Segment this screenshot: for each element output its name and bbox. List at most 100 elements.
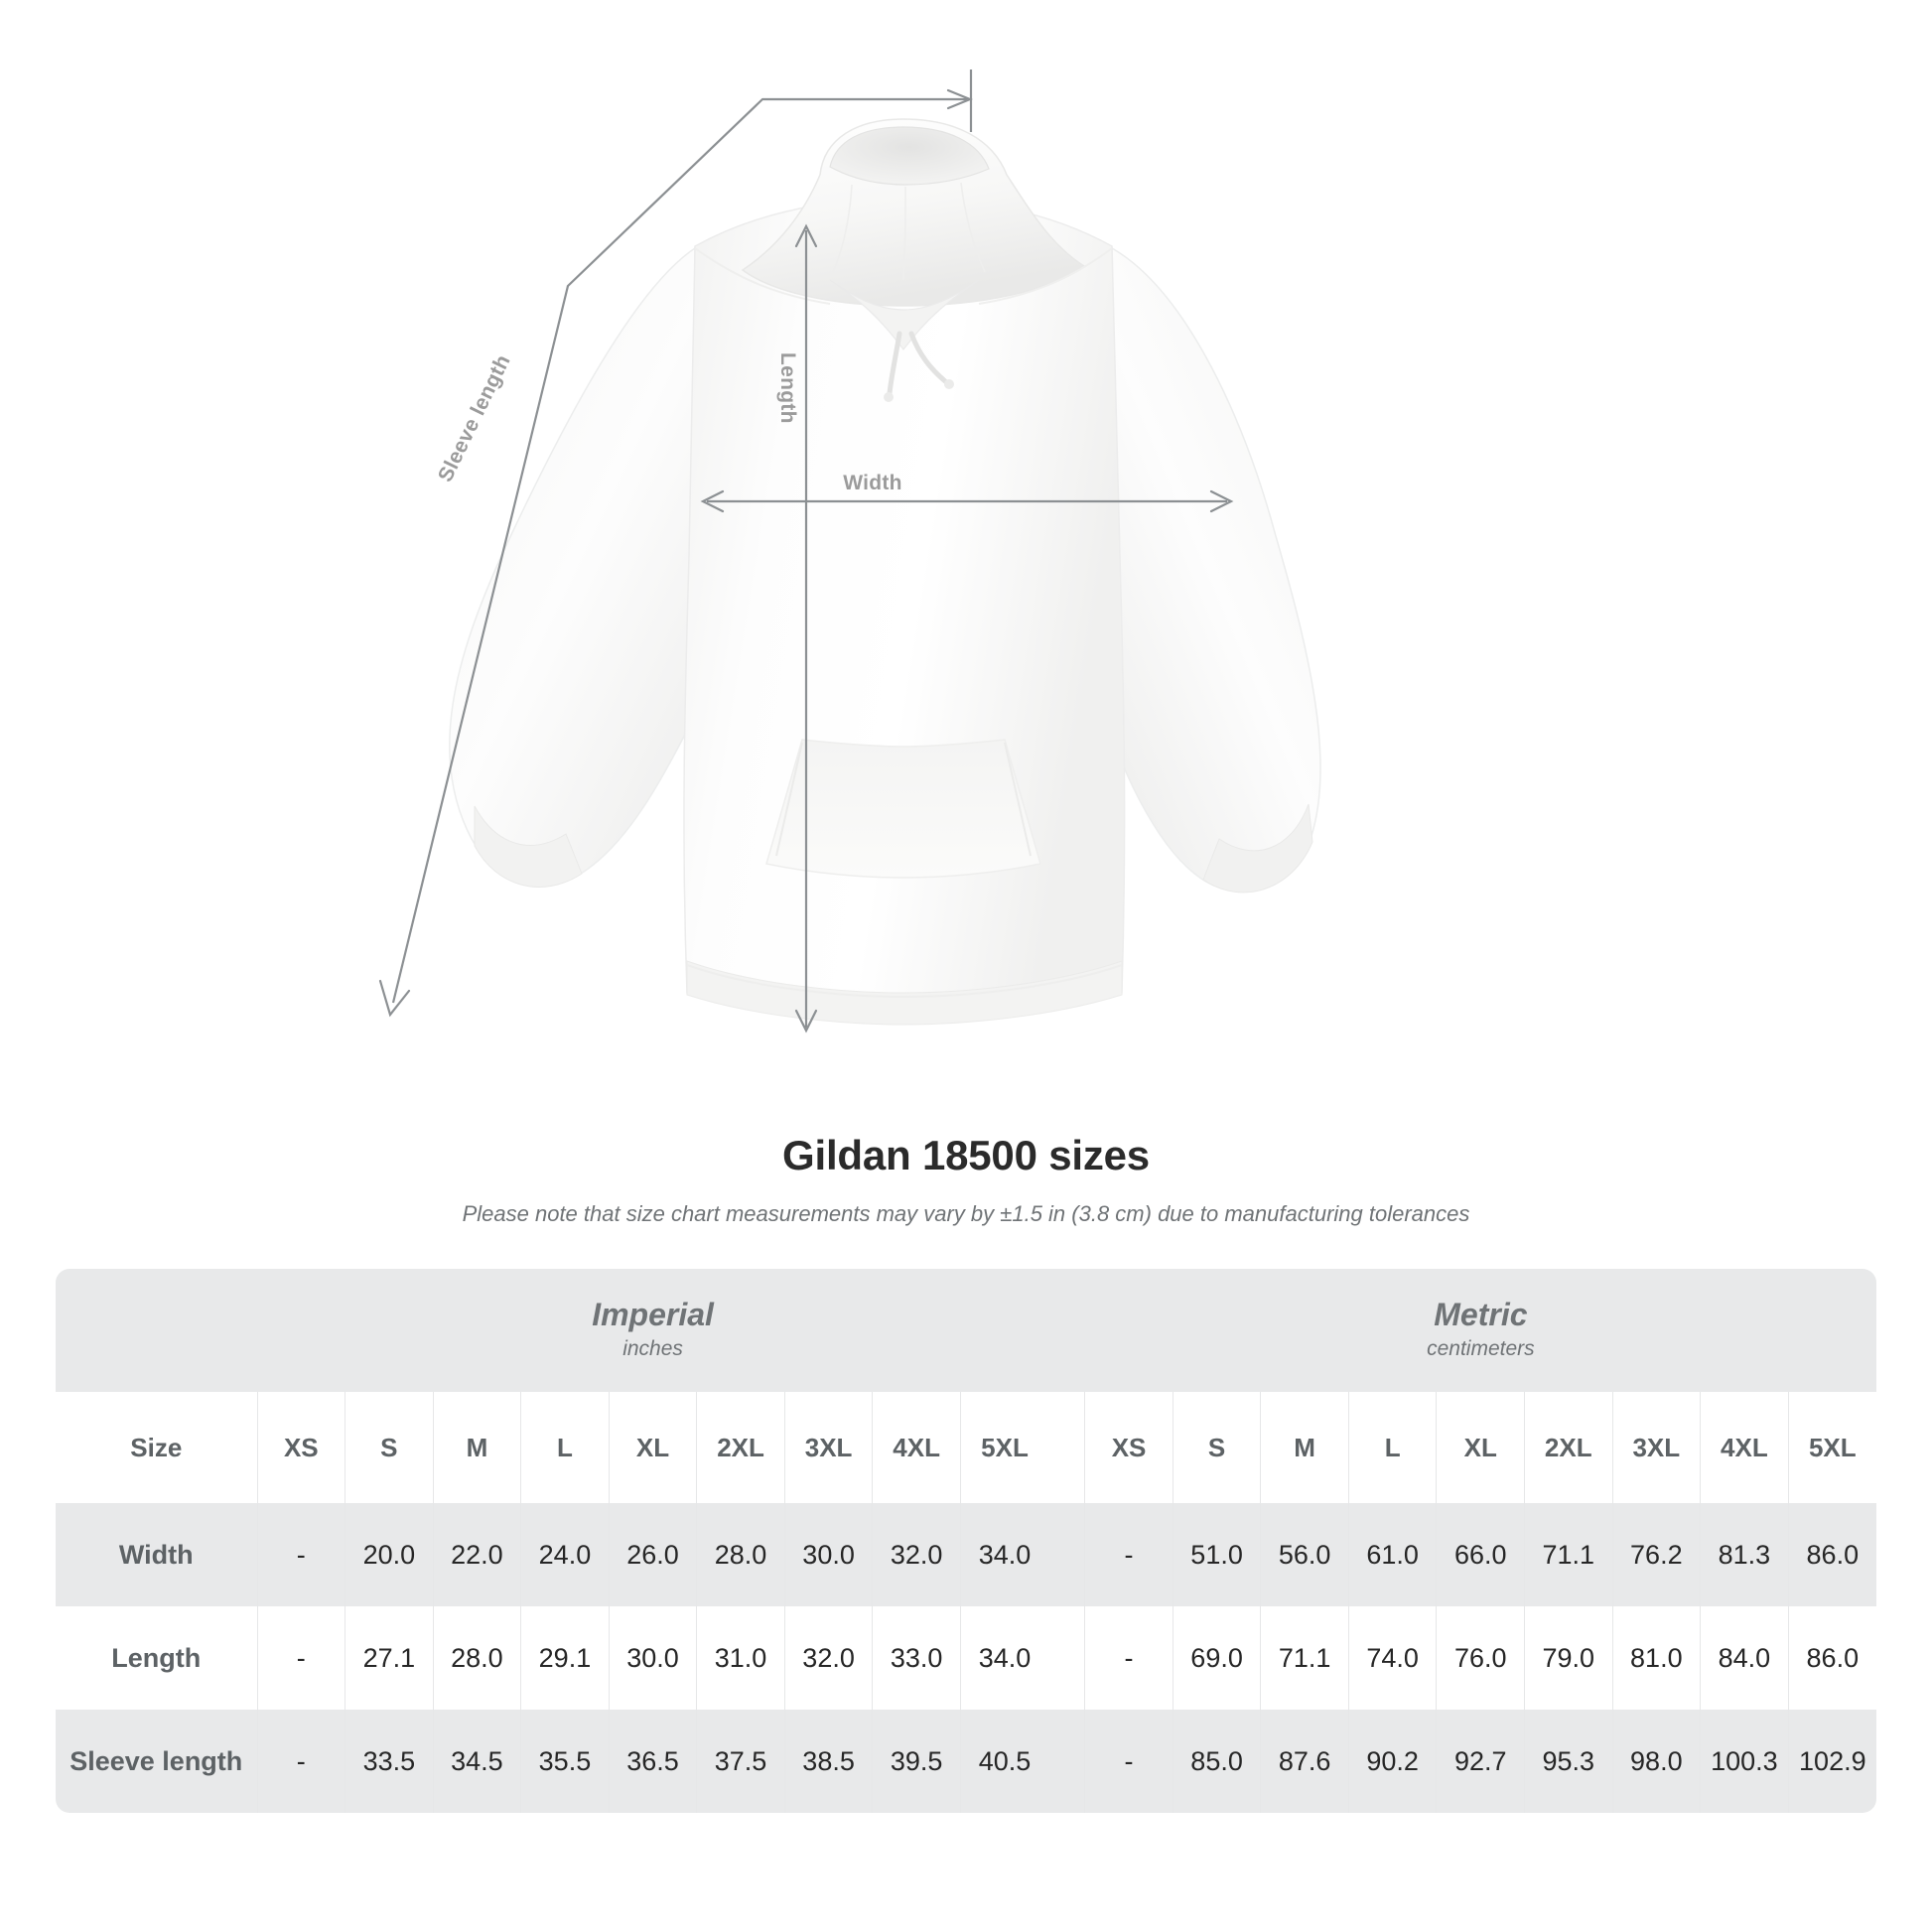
cell-width-metric-3xl: 76.2: [1611, 1503, 1701, 1606]
size-header-imperial-5xl: 5XL: [959, 1392, 1049, 1503]
cell-sleeve-length-imperial-4xl: 39.5: [872, 1710, 961, 1813]
cell-length-imperial-l: 29.1: [520, 1606, 610, 1710]
size-header-imperial-2xl: 2XL: [696, 1392, 785, 1503]
length-dimension-label: Length: [776, 352, 799, 424]
unit-metric-name: Metric: [1434, 1296, 1528, 1332]
unit-metric: Metric centimeters: [1084, 1269, 1876, 1392]
size-header-imperial-l: L: [520, 1392, 610, 1503]
size-header-metric-xs: XS: [1084, 1392, 1173, 1503]
cell-length-metric-l: 74.0: [1347, 1606, 1437, 1710]
unit-imperial-sub: inches: [622, 1336, 683, 1360]
cell-length-imperial-xl: 30.0: [608, 1606, 697, 1710]
cell-length-metric-4xl: 84.0: [1700, 1606, 1789, 1710]
size-header-imperial-4xl: 4XL: [872, 1392, 961, 1503]
cell-width-metric-s: 51.0: [1172, 1503, 1261, 1606]
size-header-imperial-xs: XS: [256, 1392, 345, 1503]
cell-length-metric-xl: 76.0: [1436, 1606, 1525, 1710]
unit-imperial-name: Imperial: [592, 1296, 714, 1332]
cell-width-metric-5xl: 86.0: [1787, 1503, 1876, 1606]
table-row: Sleeve length -33.5 34.5 35.5 36.5 37.5 38.5 39…: [56, 1710, 1876, 1813]
cell-sleeve-length-metric-s: 85.0: [1172, 1710, 1261, 1813]
size-header-metric-3xl: 3XL: [1611, 1392, 1701, 1503]
size-header-metric-2xl: 2XL: [1524, 1392, 1613, 1503]
cell-length-imperial-3xl: 32.0: [783, 1606, 873, 1710]
cell-width-imperial-s: 20.0: [345, 1503, 434, 1606]
page-title: Gildan 18500 sizes: [782, 1132, 1150, 1178]
cell-length-metric-s: 69.0: [1172, 1606, 1261, 1710]
hoodie-illustration: [449, 118, 1321, 1026]
row-header-sleeve-length: Sleeve length: [56, 1710, 258, 1813]
row-gap: [1048, 1606, 1085, 1710]
size-header-metric-5xl: 5XL: [1787, 1392, 1876, 1503]
cell-width-metric-l: 61.0: [1347, 1503, 1437, 1606]
cell-length-imperial-2xl: 31.0: [696, 1606, 785, 1710]
cell-sleeve-length-metric-3xl: 98.0: [1611, 1710, 1701, 1813]
cell-width-imperial-3xl: 30.0: [783, 1503, 873, 1606]
title-block: Gildan 18500 sizes Please note that size…: [0, 1122, 1932, 1227]
cell-sleeve-length-metric-m: 87.6: [1260, 1710, 1349, 1813]
row-header-length: Length: [56, 1606, 258, 1710]
cell-width-imperial-m: 22.0: [432, 1503, 521, 1606]
row-gap: [1048, 1503, 1085, 1606]
cell-sleeve-length-metric-l: 90.2: [1347, 1710, 1437, 1813]
size-header-metric-m: M: [1260, 1392, 1349, 1503]
cell-length-imperial-s: 27.1: [345, 1606, 434, 1710]
size-header-imperial-m: M: [432, 1392, 521, 1503]
unit-metric-sub: centimeters: [1427, 1336, 1535, 1360]
cell-sleeve-length-metric-xl: 92.7: [1436, 1710, 1525, 1813]
size-header-imperial-xl: XL: [608, 1392, 697, 1503]
size-chart-table-wrapper: Imperial inches Metric centimeters Size …: [56, 1269, 1876, 1813]
cell-width-metric-4xl: 81.3: [1700, 1503, 1789, 1606]
cell-width-imperial-xs: -: [256, 1503, 345, 1606]
cell-sleeve-length-imperial-l: 35.5: [520, 1710, 610, 1813]
cell-sleeve-length-metric-2xl: 95.3: [1524, 1710, 1613, 1813]
row-gap: [1048, 1710, 1085, 1813]
cell-sleeve-length-imperial-xs: -: [256, 1710, 345, 1813]
size-header-metric-l: L: [1347, 1392, 1437, 1503]
size-header-gap: [1048, 1392, 1085, 1503]
unit-band-spacer: [56, 1269, 258, 1392]
size-header-imperial-3xl: 3XL: [783, 1392, 873, 1503]
table-row: Length -27.1 28.0 29.1 30.0 31.0 32.0 33.0 34.0-…: [56, 1606, 1876, 1710]
size-header-metric-xl: XL: [1436, 1392, 1525, 1503]
cell-length-metric-xs: -: [1084, 1606, 1173, 1710]
size-header-label: Size: [56, 1392, 258, 1503]
cell-width-imperial-xl: 26.0: [608, 1503, 697, 1606]
cell-length-metric-m: 71.1: [1260, 1606, 1349, 1710]
hoodie-measurement-diagram: Length Width Sleeve length: [378, 69, 1321, 1034]
cell-width-imperial-5xl: 34.0: [959, 1503, 1049, 1606]
cell-length-imperial-xs: -: [256, 1606, 345, 1710]
cell-length-imperial-5xl: 34.0: [959, 1606, 1049, 1710]
unit-imperial: Imperial inches: [257, 1269, 1049, 1392]
cell-width-imperial-2xl: 28.0: [696, 1503, 785, 1606]
tolerance-note: Please note that size chart measurements…: [462, 1201, 1470, 1226]
cell-width-metric-xs: -: [1084, 1503, 1173, 1606]
cell-length-metric-3xl: 81.0: [1611, 1606, 1701, 1710]
table-row: Width -20.0 22.0 24.0 26.0 28.0 30.0 32.0 34.0-5…: [56, 1503, 1876, 1606]
row-header-width: Width: [56, 1503, 258, 1606]
size-header-row: Size XS S M L XL 2XL 3XL 4XL 5XL XS S M L XL 2XL 3XL 4XL…: [56, 1392, 1876, 1503]
unit-band-gap: [1048, 1269, 1085, 1392]
cell-width-imperial-4xl: 32.0: [872, 1503, 961, 1606]
cell-sleeve-length-imperial-m: 34.5: [432, 1710, 521, 1813]
cell-sleeve-length-imperial-2xl: 37.5: [696, 1710, 785, 1813]
size-chart-table: Imperial inches Metric centimeters Size …: [56, 1269, 1876, 1813]
cell-sleeve-length-metric-5xl: 102.9: [1787, 1710, 1876, 1813]
cell-sleeve-length-imperial-xl: 36.5: [608, 1710, 697, 1813]
cell-length-metric-2xl: 79.0: [1524, 1606, 1613, 1710]
cell-length-imperial-m: 28.0: [432, 1606, 521, 1710]
cell-sleeve-length-imperial-5xl: 40.5: [959, 1710, 1049, 1813]
cell-sleeve-length-imperial-3xl: 38.5: [783, 1710, 873, 1813]
cell-length-metric-5xl: 86.0: [1787, 1606, 1876, 1710]
cell-width-metric-2xl: 71.1: [1524, 1503, 1613, 1606]
size-header-metric-s: S: [1172, 1392, 1261, 1503]
size-table-body: Width -20.0 22.0 24.0 26.0 28.0 30.0 32.0 34.0-5…: [56, 1503, 1876, 1813]
cell-sleeve-length-imperial-s: 33.5: [345, 1710, 434, 1813]
cell-length-imperial-4xl: 33.0: [872, 1606, 961, 1710]
cell-width-metric-m: 56.0: [1260, 1503, 1349, 1606]
width-dimension-label: Width: [843, 472, 902, 494]
size-header-imperial-s: S: [345, 1392, 434, 1503]
unit-system-band: Imperial inches Metric centimeters: [56, 1269, 1876, 1392]
size-header-metric-4xl: 4XL: [1700, 1392, 1789, 1503]
cell-sleeve-length-metric-xs: -: [1084, 1710, 1173, 1813]
